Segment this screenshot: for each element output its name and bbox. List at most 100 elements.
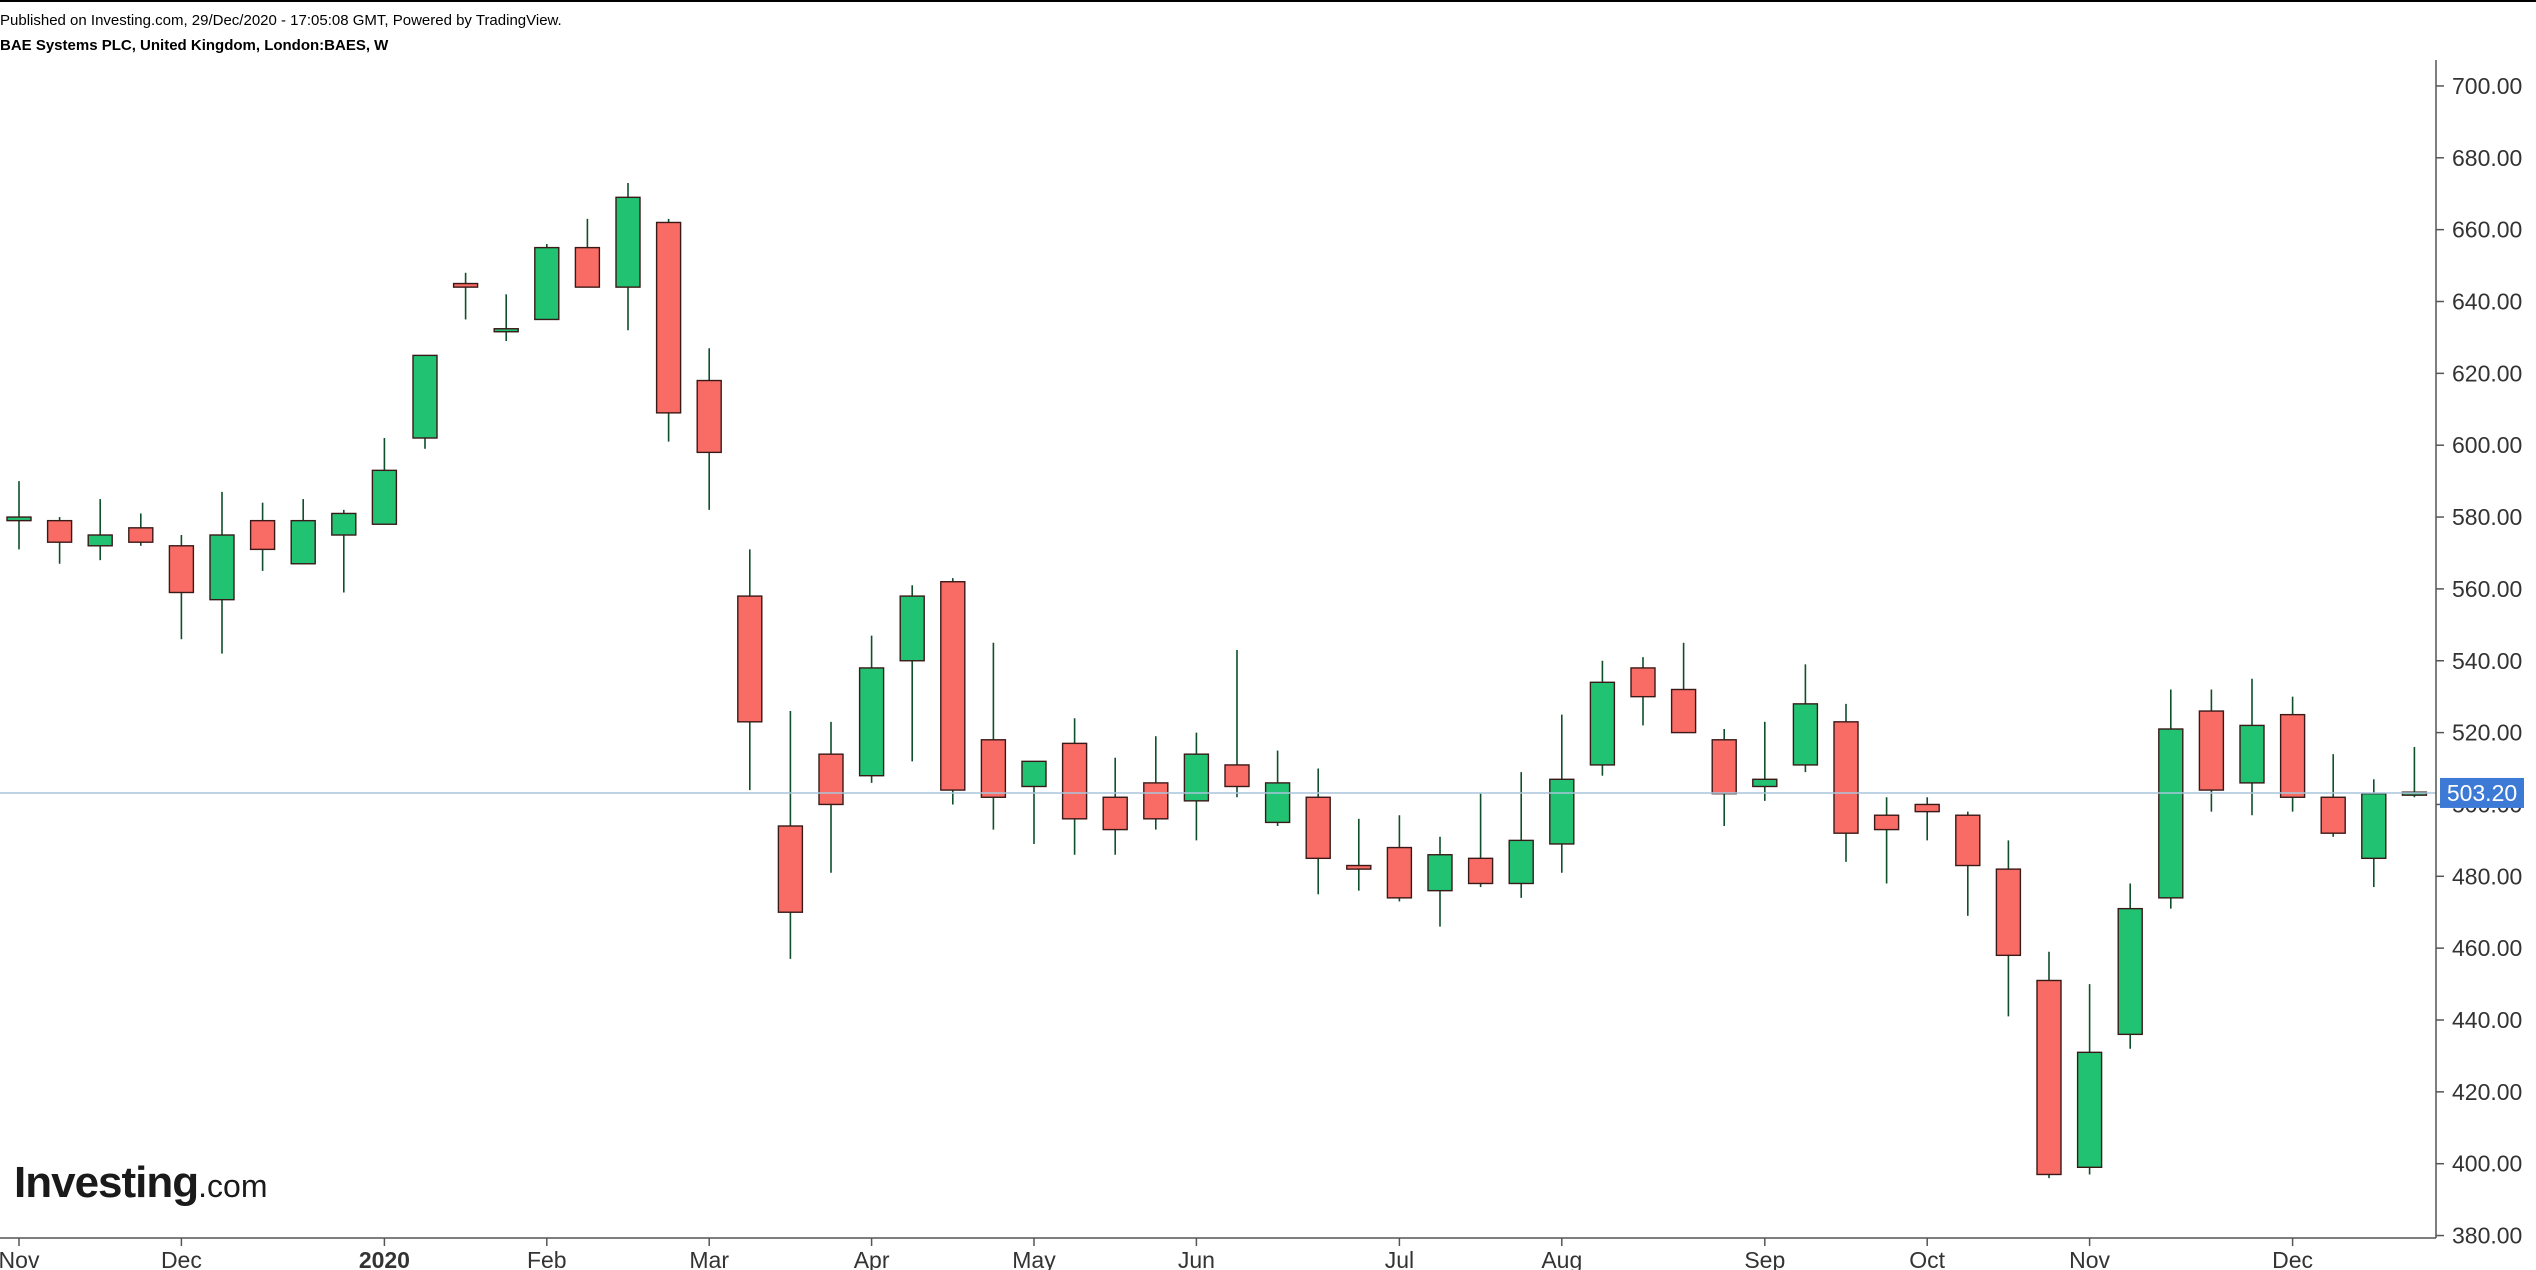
- candle-body: [2198, 710, 2225, 791]
- candle: [1427, 836, 1453, 927]
- candle-body: [2361, 792, 2387, 860]
- candle-body: [615, 196, 641, 288]
- x-tick-label: Dec: [161, 1247, 202, 1270]
- candle: [290, 499, 316, 565]
- x-tick-label: Aug: [1541, 1247, 1582, 1270]
- candle: [1021, 760, 1047, 844]
- candle: [371, 438, 398, 525]
- candle: [899, 585, 925, 762]
- y-tick-label: 440.00: [2452, 1007, 2522, 1033]
- candle: [1914, 797, 1940, 841]
- y-tick-label: 520.00: [2452, 720, 2522, 746]
- published-info: Published on Investing.com, 29/Dec/2020 …: [0, 12, 562, 29]
- x-tick-label: Jun: [1178, 1247, 1215, 1270]
- logo-brand: Investing: [14, 1158, 199, 1207]
- candle-body: [1955, 814, 1981, 867]
- candle-body: [87, 534, 113, 547]
- candle: [1467, 793, 1494, 888]
- candle: [2036, 951, 2062, 1179]
- candle: [2076, 984, 2103, 1175]
- candle-body: [1021, 760, 1047, 788]
- candle-body: [2279, 713, 2306, 798]
- candle: [1792, 664, 1819, 773]
- candle: [1264, 750, 1291, 827]
- candle-body: [2158, 728, 2184, 899]
- candle: [412, 354, 438, 449]
- y-tick-label: 400.00: [2452, 1151, 2522, 1177]
- candle: [655, 218, 682, 442]
- candle: [1833, 703, 1859, 862]
- candle-body: [1995, 868, 2022, 957]
- candle: [2320, 754, 2346, 837]
- candle: [1143, 736, 1169, 830]
- candle: [1386, 815, 1413, 902]
- candle: [2158, 689, 2184, 909]
- candle: [1711, 729, 1737, 827]
- candle: [1224, 649, 1250, 798]
- candle-body: [290, 519, 316, 565]
- x-tick-label: Mar: [689, 1247, 729, 1270]
- candle: [818, 721, 844, 873]
- candle-body: [2076, 1051, 2103, 1168]
- candle: [615, 182, 641, 331]
- candle-body: [6, 516, 32, 522]
- last-price-label: 503.20: [2447, 780, 2517, 806]
- candle-body: [1914, 803, 1940, 813]
- y-axis: 380.00400.00420.00440.00460.00480.00500.…: [2435, 60, 2522, 1249]
- y-tick-label: 380.00: [2452, 1223, 2522, 1249]
- y-tick-label: 620.00: [2452, 360, 2522, 386]
- candle-body: [899, 595, 925, 662]
- y-tick-label: 460.00: [2452, 935, 2522, 961]
- candle: [1589, 660, 1616, 776]
- candle: [1102, 757, 1128, 855]
- candle-body: [249, 519, 276, 551]
- candles-layer: [6, 182, 2428, 1179]
- candle: [1346, 818, 1372, 891]
- candle-body: [46, 519, 73, 543]
- candle-body: [818, 753, 844, 806]
- candle-body: [1346, 864, 1372, 870]
- x-tick-label: Dec: [2272, 1247, 2313, 1270]
- candle: [493, 294, 519, 342]
- candle: [980, 642, 1007, 830]
- x-tick-label: Oct: [1909, 1247, 1945, 1270]
- candle-body: [1264, 782, 1291, 824]
- candle-body: [1224, 764, 1250, 788]
- x-tick-label: Sep: [1744, 1247, 1785, 1270]
- investing-logo: Investing.com: [14, 1158, 268, 1208]
- candle: [2117, 883, 2143, 1049]
- y-tick-label: 480.00: [2452, 863, 2522, 889]
- x-tick-label: 2020: [359, 1247, 410, 1270]
- candle: [6, 481, 32, 550]
- y-tick-label: 580.00: [2452, 504, 2522, 530]
- candle: [534, 244, 560, 321]
- candle-body: [1143, 782, 1169, 820]
- candle-body: [2036, 979, 2062, 1176]
- y-tick-label: 600.00: [2452, 432, 2522, 458]
- candle-body: [2117, 907, 2143, 1036]
- candle: [1630, 657, 1656, 726]
- candle-body: [1183, 753, 1210, 802]
- candle-body: [1061, 742, 1088, 820]
- candle-body: [1752, 778, 1778, 788]
- x-tick-label: Apr: [854, 1247, 890, 1270]
- candle: [87, 499, 113, 561]
- y-tick-label: 560.00: [2452, 576, 2522, 602]
- candle-body: [2239, 724, 2265, 784]
- y-tick-label: 420.00: [2452, 1079, 2522, 1105]
- candle: [2279, 696, 2306, 812]
- candle-body: [128, 527, 154, 543]
- candle-body: [777, 825, 804, 913]
- candle-body: [737, 595, 763, 723]
- candle: [209, 491, 235, 654]
- candle: [574, 218, 601, 288]
- candle: [1508, 772, 1534, 898]
- y-tick-label: 660.00: [2452, 217, 2522, 243]
- candle-body: [371, 469, 398, 525]
- logo-tld: .com: [198, 1168, 268, 1204]
- candle: [46, 517, 73, 564]
- candle: [331, 509, 357, 593]
- candle-body: [696, 379, 722, 454]
- candle-body: [1630, 667, 1656, 698]
